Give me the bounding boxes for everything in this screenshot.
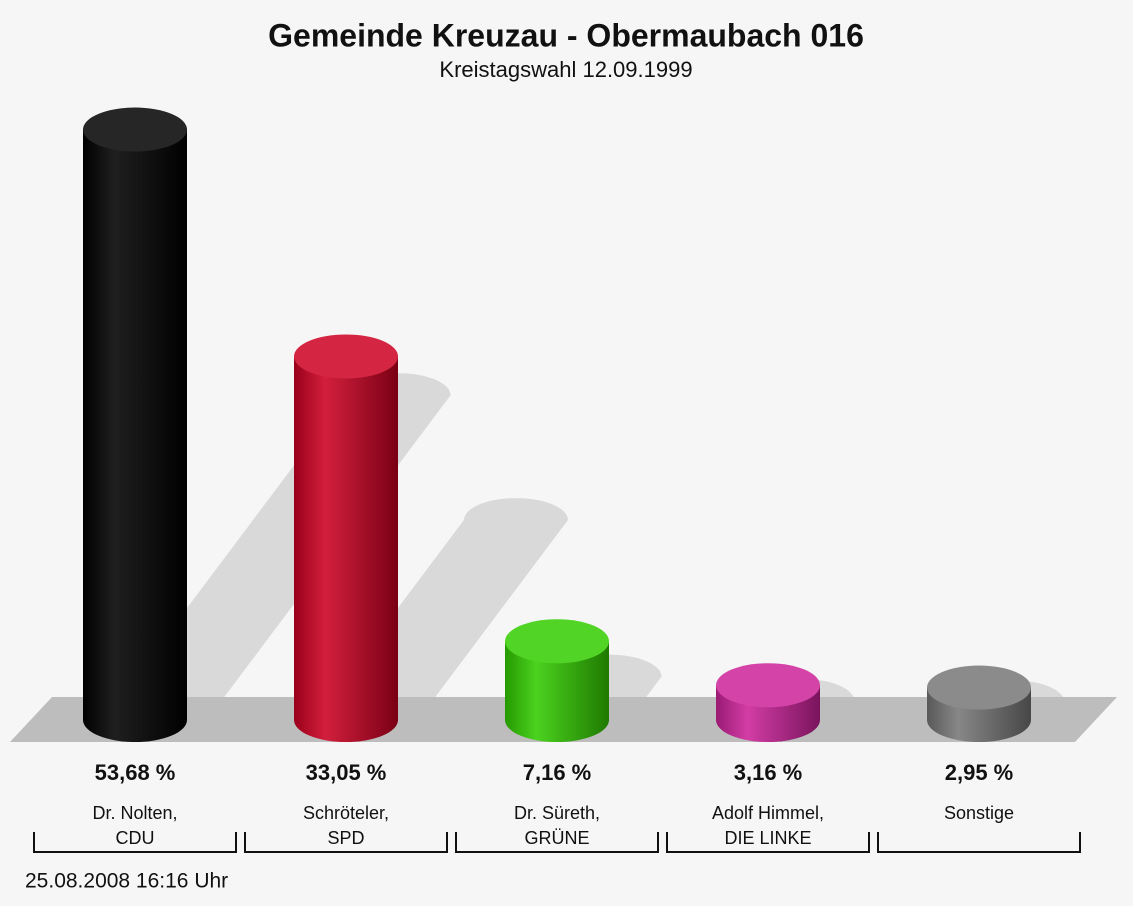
footer: 25.08.2008 16:16 Uhr bbox=[25, 870, 228, 893]
value-label: 3,16 % bbox=[734, 760, 803, 785]
value-label: 7,16 % bbox=[523, 760, 592, 785]
category-bracket bbox=[666, 832, 870, 853]
category-label: Dr. Süreth, GRÜNE bbox=[513, 803, 601, 848]
bar bbox=[505, 641, 609, 742]
bar-top bbox=[294, 334, 398, 379]
value-label: 2,95 % bbox=[945, 760, 1014, 785]
category-label: Dr. Nolten, CDU bbox=[92, 803, 178, 848]
category-label: Sonstige bbox=[943, 803, 1015, 823]
category-label: Schröteler, SPD bbox=[302, 803, 390, 848]
value-label: 53,68 % bbox=[95, 760, 176, 785]
chart-title: Gemeinde Kreuzau - Obermaubach 016 bbox=[268, 17, 864, 53]
category-label: Adolf Himmel, DIE LINKE bbox=[711, 803, 825, 848]
chart-subtitle: Kreistagswahl 12.09.1999 bbox=[439, 57, 692, 82]
value-label: 33,05 % bbox=[306, 760, 387, 785]
category-bracket bbox=[33, 832, 237, 853]
category-bracket bbox=[244, 832, 448, 853]
bar-top bbox=[716, 663, 820, 708]
bar bbox=[83, 129, 187, 742]
category-bracket bbox=[455, 832, 659, 853]
bar bbox=[294, 356, 398, 742]
bar-top bbox=[505, 619, 609, 664]
bar-top bbox=[83, 107, 187, 152]
category-bracket bbox=[877, 832, 1081, 853]
bar-top bbox=[927, 665, 1031, 710]
